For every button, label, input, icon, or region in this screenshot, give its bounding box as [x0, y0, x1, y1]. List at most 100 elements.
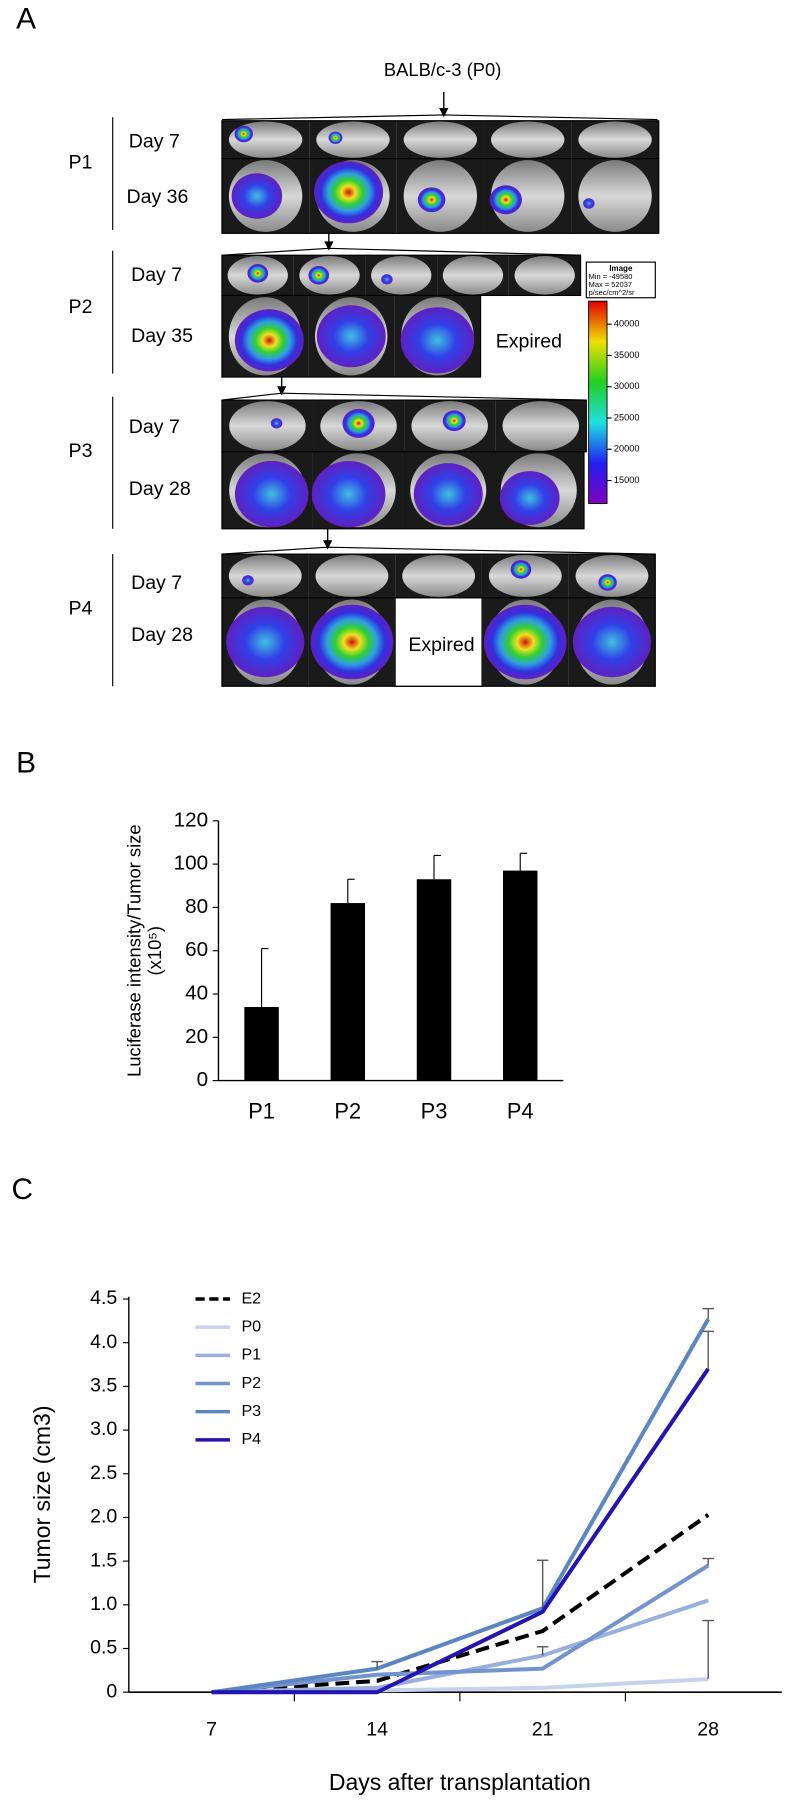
arrow-head: [323, 540, 333, 550]
mouse: [502, 401, 580, 451]
signal: [234, 125, 253, 143]
series-line: [211, 1563, 710, 1695]
expired-label: Expired: [496, 331, 562, 353]
strip-frame: [221, 597, 656, 687]
signal: [417, 187, 446, 213]
expired-label: Expired: [408, 634, 474, 656]
panel-label: B: [16, 746, 36, 779]
signal: [310, 604, 394, 680]
signal: [489, 185, 522, 215]
strip-frame: [221, 451, 585, 530]
colorbar-tick-label: 25000: [614, 412, 640, 422]
colorbar-box: [585, 261, 656, 299]
image-blank: [394, 597, 483, 687]
y-tick-label: 80: [185, 895, 208, 918]
source-label: BALB/c-3 (P0): [384, 59, 501, 80]
signal: [311, 461, 386, 528]
mouse: [578, 121, 652, 158]
colorbar-tick-label: 35000: [614, 350, 640, 360]
day-label: Day 7: [129, 416, 180, 438]
group-label: P4: [69, 597, 93, 619]
colorbar: [588, 300, 608, 504]
signal: [510, 560, 532, 579]
y-tick-label: 2.5: [90, 1462, 117, 1484]
panel-label: A: [16, 3, 36, 36]
y-tick-label: 1.5: [90, 1549, 117, 1571]
x-tick-label: 28: [697, 1718, 719, 1740]
colorbar-units: p/sec/cm^2/sr: [589, 288, 635, 297]
signal: [231, 173, 283, 219]
signal: [234, 309, 304, 372]
y-tick-label: 4.0: [90, 1331, 117, 1353]
signal: [572, 606, 652, 678]
panel-label: C: [12, 1173, 34, 1206]
colorbar-tick-label: 15000: [614, 475, 640, 485]
mouse: [315, 554, 389, 597]
signal: [316, 305, 386, 368]
x-tick-label: P1: [248, 1099, 275, 1124]
x-tick-label: 7: [206, 1718, 217, 1740]
y-tick-label: 40: [185, 981, 208, 1004]
mouse: [299, 256, 360, 295]
colorbar-tick-label: 20000: [614, 444, 640, 454]
group-label: P3: [69, 440, 93, 462]
signal: [499, 471, 560, 525]
legend-label: P0: [241, 1317, 261, 1335]
y-axis-label: (x10⁵): [144, 926, 165, 975]
x-tick-label: P3: [421, 1099, 448, 1124]
day-label: Day 7: [131, 264, 182, 286]
signal: [583, 198, 595, 209]
mouse: [514, 256, 575, 295]
arrow-head: [324, 241, 334, 251]
y-tick-label: 4.5: [90, 1287, 117, 1309]
day-label: Day 36: [126, 186, 188, 208]
day-label: Day 28: [131, 624, 193, 646]
bar: [330, 903, 366, 1081]
arrow-head: [277, 386, 287, 396]
y-tick-label: 0: [106, 1680, 117, 1702]
x-tick-label: 14: [366, 1718, 388, 1740]
series-line: [211, 1513, 710, 1695]
y-tick-label: 120: [174, 808, 209, 831]
funnel: [221, 392, 587, 401]
y-tick-label: 1.0: [90, 1593, 117, 1615]
signal: [314, 161, 384, 224]
y-tick-label: 0.5: [90, 1637, 117, 1659]
mouse: [228, 554, 302, 597]
legend-label: E2: [241, 1289, 261, 1307]
y-tick-label: 60: [185, 938, 208, 961]
signal: [226, 606, 305, 678]
strip-frame: [221, 158, 660, 234]
y-tick-label: 3.5: [90, 1375, 117, 1397]
signal: [483, 604, 567, 680]
y-tick-label: 20: [185, 1025, 208, 1048]
x-tick-label: P4: [507, 1099, 534, 1124]
day-label: Day 7: [131, 572, 182, 594]
signal: [381, 274, 393, 285]
y-tick-label: 100: [174, 852, 209, 875]
legend-label: P1: [241, 1346, 261, 1364]
mouse: [402, 554, 476, 597]
colorbar-tick-label: 30000: [614, 381, 640, 391]
signal: [442, 410, 466, 432]
legend-label: P2: [241, 1374, 261, 1392]
colorbar-title: Image: [609, 264, 633, 273]
signal: [308, 266, 330, 285]
mouse: [316, 121, 390, 158]
series-line: [211, 1318, 710, 1695]
signal: [400, 307, 475, 374]
y-tick-label: 2.0: [90, 1506, 117, 1528]
colorbar-tick-label: 40000: [614, 319, 640, 329]
group-label: P1: [69, 151, 93, 173]
colorbar-max: Max = 52037: [589, 280, 632, 289]
bar: [502, 870, 538, 1081]
signal: [328, 131, 343, 144]
y-tick-label: 3.0: [90, 1418, 117, 1440]
funnel: [221, 546, 656, 555]
bar: [244, 1006, 279, 1081]
y-axis-label: Luciferase intensity/Tumor size: [124, 824, 145, 1077]
mouse: [403, 121, 478, 158]
signal: [242, 575, 254, 586]
funnel: [221, 247, 581, 256]
